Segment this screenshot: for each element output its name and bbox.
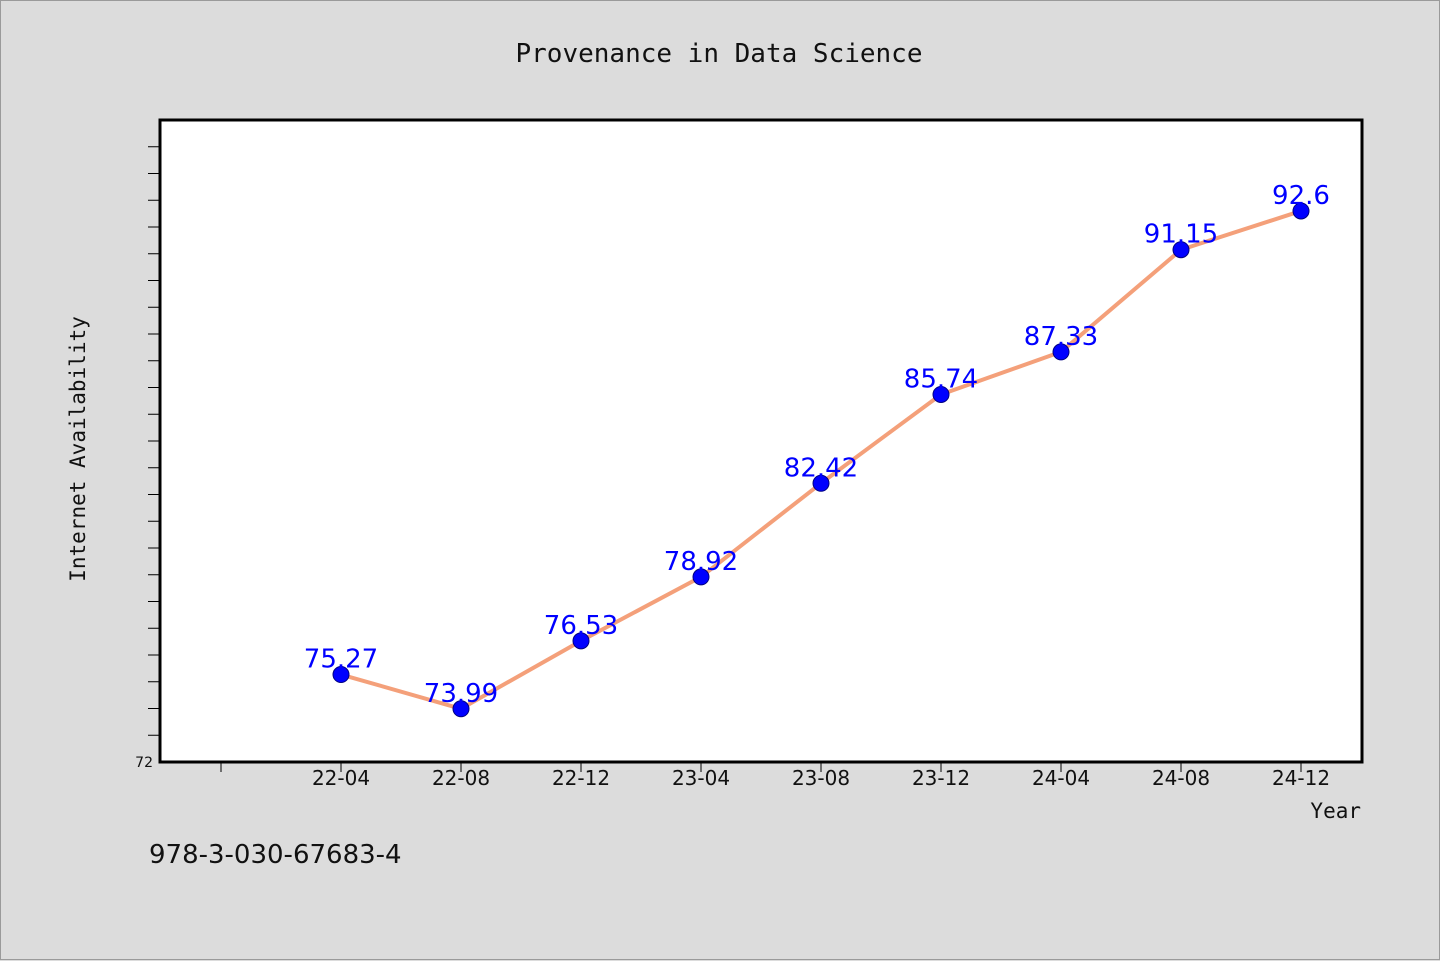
data-point-marker <box>932 385 950 403</box>
x-tick-label: 24-12 <box>1272 766 1330 790</box>
data-point-label: 75.27 <box>304 645 378 675</box>
data-point-label: 87.33 <box>1024 322 1098 352</box>
x-tick-label: 22-08 <box>432 766 490 790</box>
data-point-marker <box>452 700 470 718</box>
data-point-marker <box>812 474 830 492</box>
x-tick-labels: 22-04 22-08 22-12 23-04 23-08 23-12 24-04 24-08… <box>312 766 1330 790</box>
x-tick-label: 23-04 <box>672 766 730 790</box>
y-axis-label: Internet Availability <box>66 316 90 582</box>
data-point-marker <box>692 568 710 586</box>
x-axis-label: Year <box>1310 799 1361 823</box>
x-tick-label: 24-08 <box>1152 766 1210 790</box>
data-labels: 75.27 73.99 76.53 78.92 82.42 85.74 87.33 91.15… <box>304 181 1330 709</box>
y-tick-label: 72 <box>135 755 153 771</box>
data-point-marker <box>1292 202 1310 220</box>
data-point-marker <box>332 666 350 684</box>
data-point-label: 92.6 <box>1272 181 1330 211</box>
x-tick-label: 22-04 <box>312 766 370 790</box>
footnote: 978-3-030-67683-4 <box>149 840 402 870</box>
data-point-label: 91.15 <box>1144 220 1218 250</box>
data-point-marker <box>1172 241 1190 259</box>
y-axis-ticks <box>148 146 160 736</box>
data-point-marker <box>1052 343 1070 361</box>
chart-title: Provenance in Data Science <box>516 39 923 69</box>
x-tick-label: 23-12 <box>912 766 970 790</box>
x-tick-label: 23-08 <box>792 766 850 790</box>
data-point-label: 76.53 <box>544 611 618 641</box>
data-point-label: 73.99 <box>424 679 498 709</box>
x-tick-label: 24-04 <box>1032 766 1090 790</box>
data-point-marker <box>572 632 590 650</box>
x-tick-label: 22-12 <box>552 766 610 790</box>
plot-area <box>158 118 1364 764</box>
x-axis-ticks <box>220 762 1302 772</box>
data-point-label: 85.74 <box>904 364 978 394</box>
series-markers <box>332 202 1310 718</box>
data-point-label: 82.42 <box>784 453 858 483</box>
data-point-label: 78.92 <box>664 547 738 577</box>
